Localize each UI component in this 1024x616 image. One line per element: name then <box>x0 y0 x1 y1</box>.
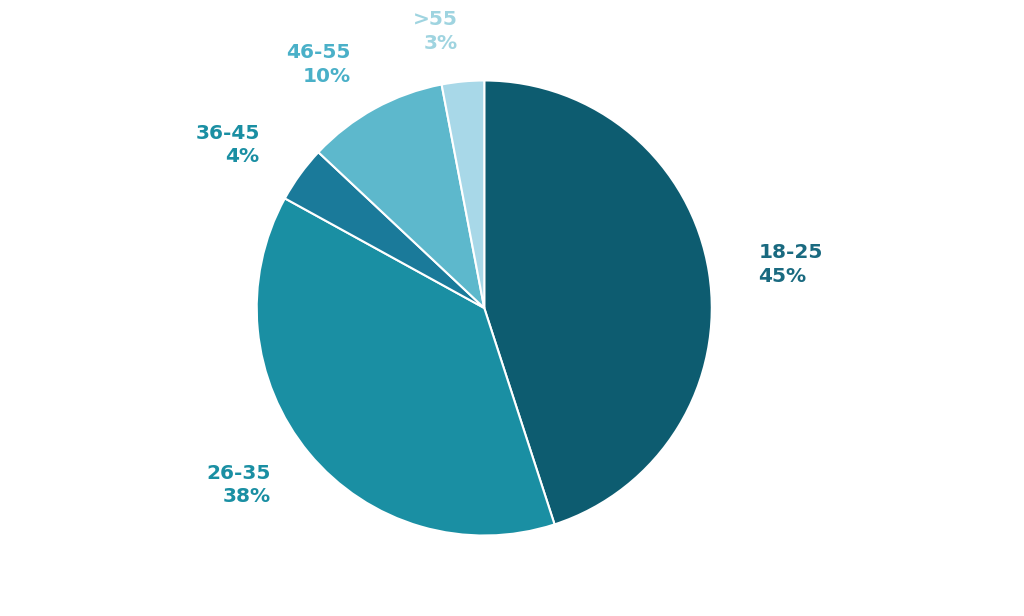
Text: 18-25
45%: 18-25 45% <box>759 243 823 286</box>
Wedge shape <box>285 152 484 308</box>
Text: 46-55
10%: 46-55 10% <box>286 44 350 86</box>
Wedge shape <box>441 81 484 308</box>
Wedge shape <box>484 81 712 524</box>
Text: 36-45
4%: 36-45 4% <box>196 124 260 166</box>
Wedge shape <box>257 198 555 535</box>
Text: >55
3%: >55 3% <box>414 10 458 53</box>
Text: 26-35
38%: 26-35 38% <box>206 464 270 506</box>
Wedge shape <box>318 84 484 308</box>
